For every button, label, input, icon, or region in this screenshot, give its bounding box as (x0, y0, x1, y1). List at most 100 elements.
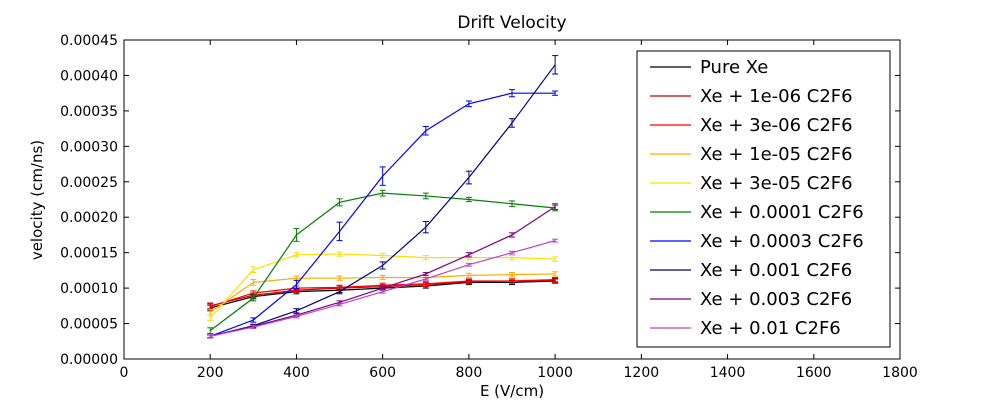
error-bar (509, 200, 515, 208)
series-line-8 (210, 206, 556, 337)
x-tick-label: 0 (120, 365, 129, 381)
legend-item: Xe + 1e-06 C2F6 (650, 86, 853, 107)
y-tick-label: 0.00020 (60, 210, 118, 226)
y-tick-label: 0.00010 (60, 281, 118, 297)
error-bar (552, 256, 559, 262)
legend-item: Xe + 0.0003 C2F6 (650, 231, 864, 252)
error-bar (465, 252, 472, 258)
legend-item: Xe + 3e-05 C2F6 (650, 173, 853, 194)
error-bar (509, 255, 515, 261)
legend-item: Xe + 1e-05 C2F6 (650, 144, 853, 165)
error-bar (422, 220, 429, 234)
error-bar (379, 166, 386, 186)
y-tick-label: 0.00035 (60, 104, 118, 120)
legend-label: Xe + 3e-06 C2F6 (700, 115, 853, 136)
legend-item: Xe + 0.001 C2F6 (650, 260, 852, 281)
x-tick-label: 1400 (710, 365, 746, 381)
legend-item: Xe + 0.003 C2F6 (650, 289, 852, 310)
x-tick-label: 1200 (624, 365, 660, 381)
x-tick-label: 200 (197, 365, 224, 381)
error-bar (552, 276, 559, 283)
y-tick-label: 0.00040 (60, 68, 118, 84)
error-bar (336, 251, 343, 257)
error-bar (293, 228, 300, 242)
x-tick-label: 800 (456, 365, 483, 381)
error-bar (422, 192, 429, 200)
axes-frame (123, 39, 901, 360)
error-bar (379, 189, 386, 197)
error-bar (465, 278, 472, 284)
error-bar (509, 118, 515, 128)
error-bar (465, 100, 472, 108)
y-tick-label: 0.00025 (60, 175, 118, 191)
x-tick-label: 1800 (882, 365, 918, 381)
x-tick-label: 1000 (537, 365, 573, 381)
legend-label: Xe + 0.0003 C2F6 (700, 231, 864, 252)
y-tick-label: 0.00045 (60, 33, 118, 49)
x-tick-label: 400 (283, 365, 310, 381)
x-axis-label: E (V/cm) (480, 382, 544, 400)
series-line-6 (210, 92, 556, 337)
legend-item: Xe + 0.0001 C2F6 (650, 202, 864, 223)
y-axis-label: velocity (cm/ns) (28, 140, 46, 260)
error-bar (552, 271, 559, 277)
error-bar (509, 278, 515, 284)
error-bar (422, 272, 429, 276)
error-bar (509, 232, 515, 238)
error-bar (465, 262, 472, 267)
error-bar (207, 327, 214, 334)
error-bar (336, 302, 343, 307)
error-bar (250, 266, 257, 274)
x-tick-label: 1600 (796, 365, 832, 381)
error-bar (379, 261, 386, 270)
error-bar (336, 289, 343, 295)
legend-label: Pure Xe (700, 57, 768, 78)
error-bar (552, 55, 559, 75)
error-bar (379, 289, 386, 294)
error-bar (250, 279, 257, 286)
error-bar (422, 276, 429, 281)
error-bar (552, 238, 559, 243)
error-bar (336, 275, 343, 281)
error-bar (293, 314, 300, 319)
legend: Pure Xe Xe + 1e-06 C2F6 Xe + 3e-06 C2F6 Xe … (636, 50, 891, 348)
legend-label: Xe + 0.0001 C2F6 (700, 202, 864, 223)
error-bar (379, 252, 386, 259)
legend-label: Xe + 0.01 C2F6 (700, 318, 841, 339)
legend-label: Xe + 1e-05 C2F6 (700, 144, 853, 165)
legend-label: Xe + 0.003 C2F6 (700, 289, 852, 310)
error-bar (422, 255, 429, 261)
error-bar (207, 334, 214, 339)
error-bar (552, 203, 559, 210)
error-bar (207, 314, 214, 322)
error-bar (465, 170, 472, 185)
plot-area: 0 200 400 600 800 1000 1200 1400 1600 1800 0.00000… (60, 33, 918, 381)
legend-item: Pure Xe (650, 57, 768, 78)
error-bar (250, 325, 257, 330)
error-bar (422, 125, 429, 136)
error-bar (293, 308, 300, 314)
legend-item: Xe + 0.01 C2F6 (650, 318, 841, 339)
error-bar (509, 89, 515, 98)
error-bar (379, 286, 386, 291)
y-tick-label: 0.00015 (60, 246, 118, 262)
y-tick-label: 0.00005 (60, 317, 118, 333)
legend-item: Xe + 3e-06 C2F6 (650, 115, 853, 136)
error-bar (465, 272, 472, 278)
legend-label: Xe + 3e-05 C2F6 (700, 173, 853, 194)
legend-label: Xe + 1e-06 C2F6 (700, 86, 853, 107)
error-bar (250, 317, 257, 323)
error-bar (379, 274, 386, 281)
chart-title: Drift Velocity (457, 13, 566, 33)
error-bar (552, 90, 559, 96)
legend-label: Xe + 0.001 C2F6 (700, 260, 852, 281)
y-tick-label: 0.00030 (60, 139, 118, 155)
y-tick-label: 0.00000 (60, 352, 118, 368)
error-bar (293, 252, 300, 258)
x-tick-label: 600 (369, 365, 396, 381)
error-bar (250, 294, 257, 302)
error-bar (293, 279, 300, 290)
error-bar (422, 281, 429, 287)
